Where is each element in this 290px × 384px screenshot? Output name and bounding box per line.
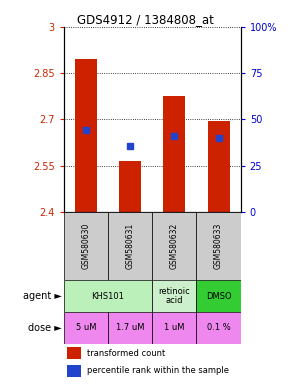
Bar (152, 312, 197, 344)
Text: GSM580632: GSM580632 (170, 223, 179, 269)
Text: agent ►: agent ► (23, 291, 62, 301)
Bar (163, 96, 185, 212)
Text: 1 uM: 1 uM (164, 323, 185, 332)
Text: KHS101: KHS101 (92, 291, 124, 301)
Bar (64, 312, 108, 344)
Text: percentile rank within the sample: percentile rank within the sample (87, 366, 229, 375)
Text: 5 uM: 5 uM (76, 323, 96, 332)
Text: transformed count: transformed count (87, 349, 165, 358)
Bar (64, 212, 108, 280)
Text: dose ►: dose ► (28, 323, 62, 333)
Bar (64, 280, 152, 312)
Bar (108, 312, 152, 344)
Bar (208, 121, 230, 212)
Text: DMSO: DMSO (206, 291, 231, 301)
Bar (108, 212, 152, 280)
Bar (196, 212, 241, 280)
Text: 1.7 uM: 1.7 uM (116, 323, 144, 332)
Bar (152, 212, 197, 280)
Text: retinoic
acid: retinoic acid (159, 287, 190, 305)
Bar (152, 280, 197, 312)
Text: GDS4912 / 1384808_at: GDS4912 / 1384808_at (77, 13, 213, 26)
Bar (75, 59, 97, 212)
Bar (196, 280, 241, 312)
Bar (196, 312, 241, 344)
Bar (119, 161, 141, 212)
Text: GSM580631: GSM580631 (126, 223, 135, 269)
Bar (67, 347, 81, 359)
Bar (67, 365, 81, 376)
Text: GSM580630: GSM580630 (81, 223, 90, 269)
Text: 0.1 %: 0.1 % (207, 323, 231, 332)
Text: GSM580633: GSM580633 (214, 223, 223, 269)
